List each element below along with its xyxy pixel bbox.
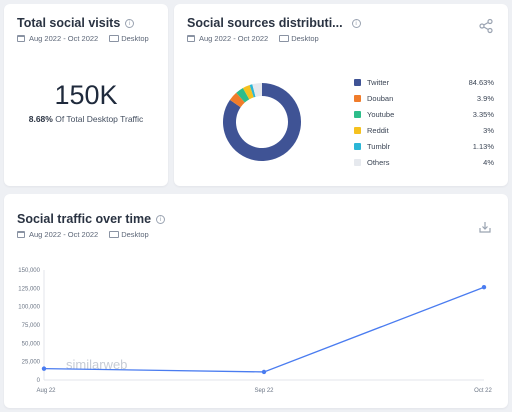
- card-title-text: Social sources distributi...: [187, 16, 343, 30]
- legend-item-youtube[interactable]: Youtube 3.35%: [354, 106, 494, 122]
- legend-pct: 3.9%: [476, 93, 494, 103]
- legend-item-douban[interactable]: Douban 3.9%: [354, 90, 494, 106]
- desktop-share-text: 8.68% Of Total Desktop Traffic: [4, 114, 168, 124]
- calendar-icon: [17, 35, 25, 42]
- y-tick-label: 75,000: [22, 323, 41, 329]
- sources-donut-chart: [223, 83, 301, 161]
- legend-item-tumblr[interactable]: Tumblr 1.13%: [354, 138, 494, 154]
- desktop-share-pct: 8.68%: [28, 114, 53, 124]
- legend-item-others[interactable]: Others 4%: [354, 154, 494, 170]
- card-meta: Aug 2022 - Oct 2022 Desktop: [17, 230, 149, 239]
- y-tick-label: 125,000: [18, 286, 40, 292]
- legend-swatch: [354, 142, 361, 150]
- desktop-icon: [279, 35, 290, 42]
- legend-swatch: [354, 126, 361, 134]
- total-visits-value: 150K: [54, 80, 118, 110]
- data-point[interactable]: [261, 369, 267, 375]
- total-social-visits-card: Total social visits i Aug 2022 - Oct 202…: [4, 4, 168, 186]
- legend-pct: 84.63%: [468, 77, 494, 87]
- legend-label: Others: [367, 157, 390, 167]
- legend-swatch: [354, 158, 361, 166]
- legend-swatch: [354, 110, 361, 118]
- legend-label: Twitter: [367, 77, 390, 87]
- share-icon[interactable]: [478, 18, 494, 34]
- legend-swatch: [354, 94, 361, 102]
- legend-pct: 1.13%: [472, 141, 494, 151]
- device-label: Desktop: [121, 34, 149, 43]
- legend-pct: 3.35%: [472, 109, 494, 119]
- desktop-icon: [109, 231, 120, 238]
- legend-label: Youtube: [367, 109, 395, 119]
- calendar-icon: [17, 231, 25, 238]
- legend-label: Douban: [367, 93, 394, 103]
- x-tick-label: Oct 22: [474, 388, 492, 394]
- donut-slice-youtube[interactable]: [236, 87, 250, 103]
- y-tick-label: 0: [37, 378, 41, 384]
- card-title: Total social visits i: [17, 16, 135, 30]
- donut-slice-twitter[interactable]: [223, 83, 301, 161]
- social-sources-card: Social sources distributi... i Aug 2022 …: [174, 4, 508, 186]
- legend-label: Tumblr: [367, 141, 391, 151]
- chart-watermark: similarweb: [66, 357, 127, 372]
- data-point[interactable]: [41, 366, 47, 371]
- legend-item-reddit[interactable]: Reddit 3%: [354, 122, 494, 138]
- card-title: Social traffic over time i: [17, 212, 166, 226]
- legend-pct: 4%: [483, 157, 494, 167]
- download-icon[interactable]: [478, 220, 492, 234]
- date-range: Aug 2022 - Oct 2022: [199, 34, 269, 43]
- date-range: Aug 2022 - Oct 2022: [29, 34, 99, 43]
- legend-item-twitter[interactable]: Twitter 84.63%: [354, 74, 494, 90]
- y-tick-label: 150,000: [18, 268, 40, 274]
- device-label: Desktop: [121, 230, 149, 239]
- calendar-icon: [187, 35, 195, 42]
- legend-swatch: [354, 78, 361, 86]
- device-label: Desktop: [291, 34, 319, 43]
- social-traffic-card: Social traffic over time i Aug 2022 - Oc…: [4, 194, 508, 408]
- desktop-icon: [109, 35, 120, 42]
- data-point[interactable]: [481, 285, 487, 290]
- card-title-text: Social traffic over time: [17, 212, 152, 226]
- card-title-text: Total social visits: [17, 16, 121, 30]
- donut-slice-tumblr[interactable]: [249, 84, 256, 98]
- donut-slice-douban[interactable]: [229, 92, 245, 108]
- desktop-share-caption: Of Total Desktop Traffic: [55, 114, 144, 124]
- date-range: Aug 2022 - Oct 2022: [29, 230, 99, 239]
- info-icon[interactable]: i: [156, 214, 166, 224]
- y-tick-label: 50,000: [22, 341, 41, 347]
- x-tick-label: Aug 22: [36, 388, 56, 394]
- sources-legend: Twitter 84.63% Douban 3.9% Youtube 3.35% Reddi…: [354, 74, 494, 170]
- y-tick-label: 25,000: [22, 360, 41, 366]
- donut-slice-others[interactable]: [252, 83, 262, 97]
- social-traffic-line-chart: similarweb 0 25,000 50,000 75,000 100,000 125,…: [18, 268, 492, 394]
- legend-label: Reddit: [367, 125, 389, 135]
- card-meta: Aug 2022 - Oct 2022 Desktop: [187, 34, 319, 43]
- card-meta: Aug 2022 - Oct 2022 Desktop: [17, 34, 149, 43]
- donut-slice-reddit[interactable]: [242, 85, 254, 100]
- info-icon[interactable]: i: [125, 18, 135, 28]
- y-tick-label: 100,000: [18, 305, 40, 311]
- info-icon[interactable]: i: [351, 18, 361, 28]
- card-title: Social sources distributi... i: [187, 16, 361, 30]
- x-tick-label: Sep 22: [254, 388, 274, 394]
- legend-pct: 3%: [483, 125, 494, 135]
